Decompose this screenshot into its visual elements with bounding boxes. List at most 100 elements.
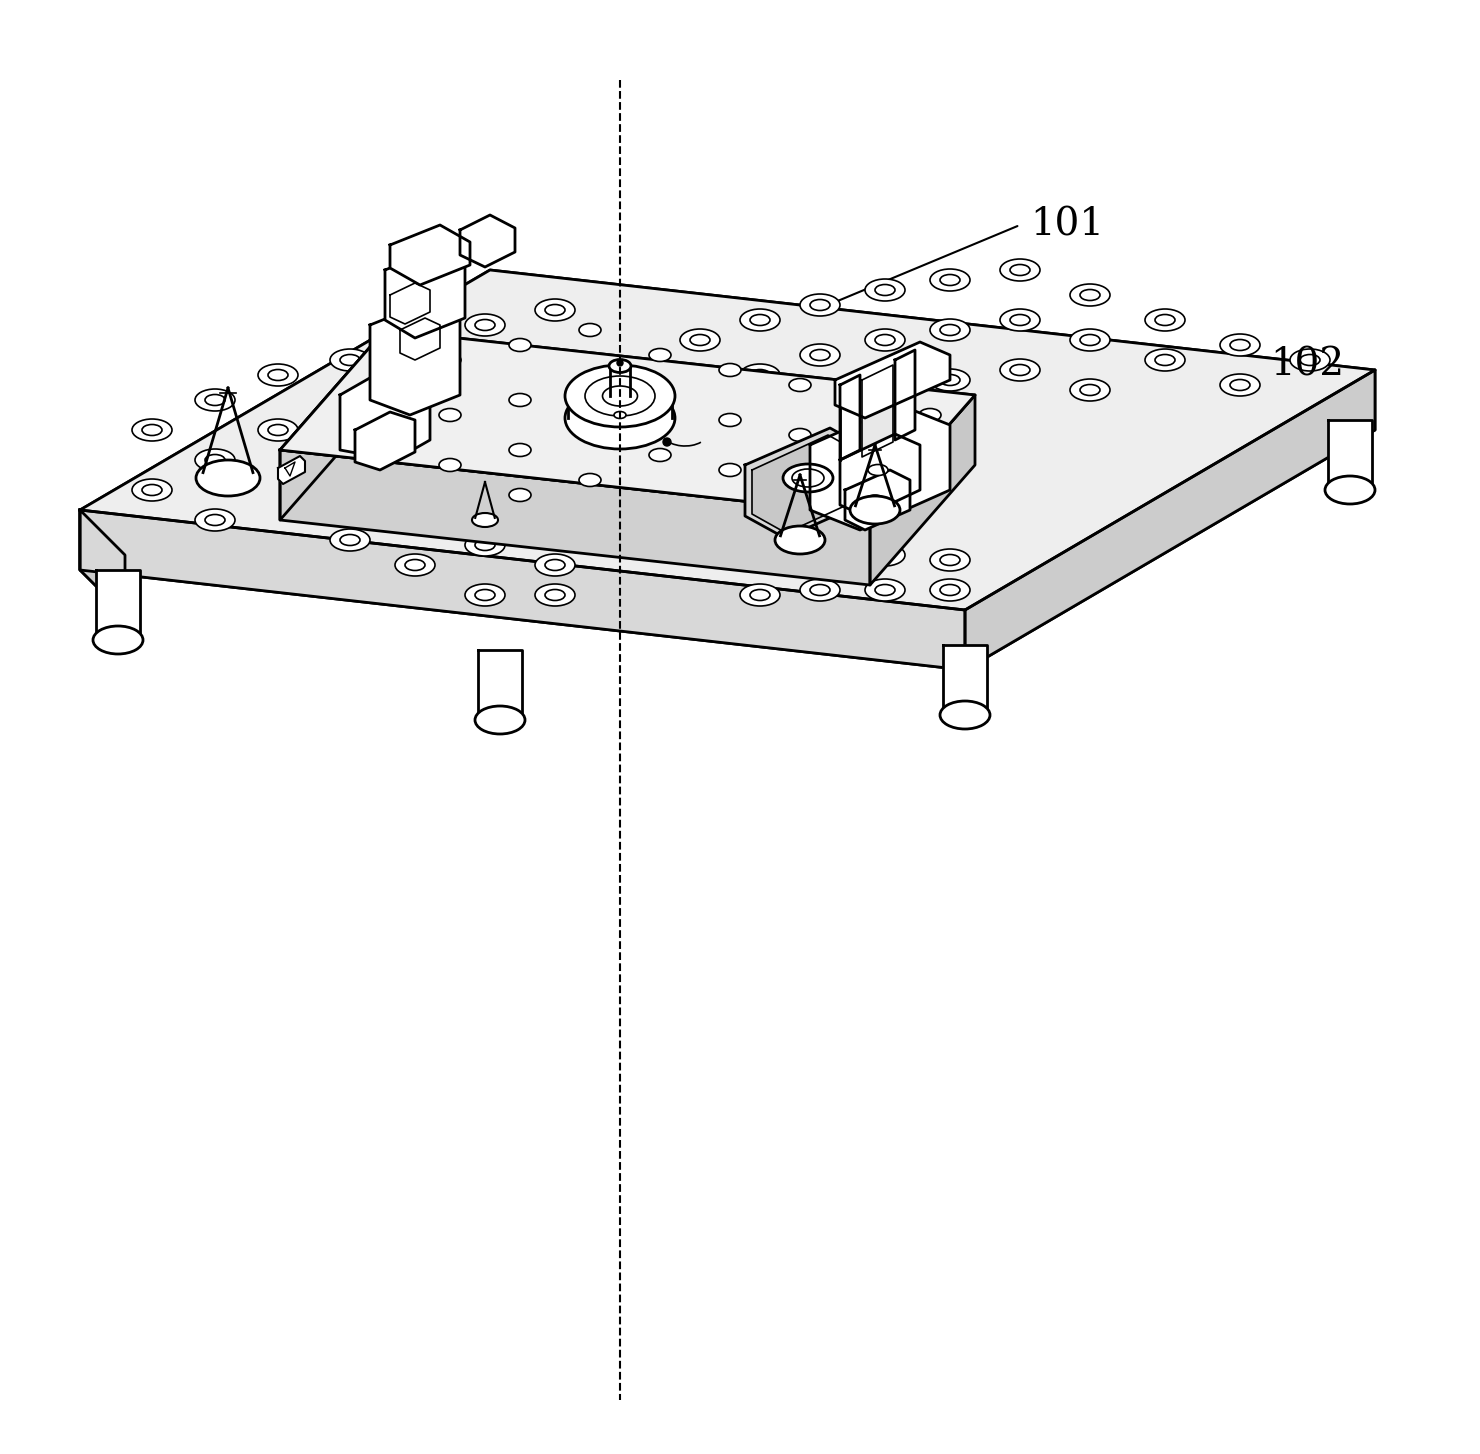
- Polygon shape: [965, 369, 1375, 670]
- Ellipse shape: [440, 353, 460, 366]
- Ellipse shape: [875, 285, 895, 295]
- Ellipse shape: [1000, 359, 1040, 381]
- Ellipse shape: [1070, 284, 1110, 305]
- Text: 101: 101: [1030, 206, 1104, 243]
- Ellipse shape: [929, 269, 969, 291]
- Ellipse shape: [142, 425, 161, 436]
- Polygon shape: [460, 215, 515, 268]
- Ellipse shape: [1220, 334, 1259, 356]
- Polygon shape: [752, 435, 861, 534]
- Ellipse shape: [579, 374, 601, 387]
- Ellipse shape: [330, 529, 370, 551]
- Polygon shape: [895, 350, 915, 441]
- Ellipse shape: [929, 318, 969, 342]
- Polygon shape: [280, 449, 870, 585]
- Ellipse shape: [690, 390, 710, 400]
- Ellipse shape: [395, 439, 435, 461]
- Ellipse shape: [1009, 365, 1030, 375]
- Ellipse shape: [579, 323, 601, 336]
- Polygon shape: [280, 330, 975, 515]
- Ellipse shape: [750, 369, 770, 381]
- Ellipse shape: [750, 589, 770, 601]
- Ellipse shape: [719, 364, 741, 377]
- Ellipse shape: [867, 464, 888, 475]
- Ellipse shape: [195, 449, 235, 471]
- Polygon shape: [1328, 420, 1372, 490]
- Ellipse shape: [679, 329, 719, 350]
- Ellipse shape: [475, 539, 494, 551]
- Ellipse shape: [1230, 339, 1251, 350]
- Ellipse shape: [340, 535, 360, 545]
- Ellipse shape: [1080, 289, 1100, 301]
- Ellipse shape: [475, 369, 494, 381]
- Ellipse shape: [395, 554, 435, 576]
- Ellipse shape: [866, 494, 884, 505]
- Ellipse shape: [475, 320, 494, 330]
- Ellipse shape: [929, 419, 969, 441]
- Ellipse shape: [195, 459, 260, 496]
- Ellipse shape: [195, 509, 235, 531]
- Ellipse shape: [406, 334, 425, 346]
- Ellipse shape: [1154, 314, 1175, 326]
- Ellipse shape: [545, 304, 565, 316]
- Ellipse shape: [132, 419, 172, 441]
- Ellipse shape: [465, 534, 505, 555]
- Polygon shape: [391, 225, 471, 285]
- Ellipse shape: [719, 464, 741, 477]
- Ellipse shape: [395, 329, 435, 350]
- Ellipse shape: [509, 443, 531, 457]
- Polygon shape: [870, 395, 975, 585]
- Ellipse shape: [534, 554, 576, 576]
- Ellipse shape: [1000, 259, 1040, 281]
- Ellipse shape: [534, 353, 576, 377]
- Ellipse shape: [1230, 379, 1251, 391]
- Ellipse shape: [740, 364, 780, 385]
- Ellipse shape: [929, 579, 969, 601]
- Ellipse shape: [850, 496, 900, 523]
- Polygon shape: [810, 406, 950, 531]
- Ellipse shape: [783, 464, 833, 491]
- Ellipse shape: [789, 378, 811, 391]
- Ellipse shape: [801, 398, 841, 422]
- Polygon shape: [845, 470, 910, 531]
- Polygon shape: [280, 330, 385, 521]
- Ellipse shape: [465, 585, 505, 606]
- Ellipse shape: [919, 409, 941, 422]
- Ellipse shape: [801, 345, 841, 366]
- Ellipse shape: [545, 359, 565, 371]
- Polygon shape: [80, 270, 1375, 611]
- Ellipse shape: [509, 339, 531, 352]
- Ellipse shape: [1146, 310, 1185, 332]
- Ellipse shape: [810, 349, 830, 361]
- Polygon shape: [80, 510, 965, 670]
- Ellipse shape: [509, 394, 531, 407]
- Ellipse shape: [864, 579, 904, 601]
- Ellipse shape: [929, 369, 969, 391]
- Ellipse shape: [565, 387, 675, 449]
- Polygon shape: [96, 570, 141, 640]
- Ellipse shape: [608, 359, 630, 372]
- Ellipse shape: [142, 484, 161, 496]
- Ellipse shape: [602, 385, 638, 406]
- Ellipse shape: [679, 384, 719, 406]
- Ellipse shape: [206, 455, 225, 465]
- Ellipse shape: [440, 458, 460, 471]
- Ellipse shape: [475, 707, 525, 734]
- Ellipse shape: [340, 414, 360, 426]
- Ellipse shape: [810, 554, 830, 566]
- Text: 102: 102: [1270, 346, 1344, 384]
- Ellipse shape: [750, 539, 770, 551]
- Ellipse shape: [940, 701, 990, 728]
- Ellipse shape: [509, 489, 531, 502]
- Ellipse shape: [465, 314, 505, 336]
- Ellipse shape: [1009, 314, 1030, 326]
- Ellipse shape: [1154, 355, 1175, 365]
- Ellipse shape: [810, 404, 830, 416]
- Ellipse shape: [750, 314, 770, 326]
- Ellipse shape: [268, 369, 289, 381]
- Ellipse shape: [940, 275, 961, 285]
- Ellipse shape: [650, 349, 670, 362]
- Polygon shape: [478, 650, 522, 720]
- Ellipse shape: [719, 413, 741, 426]
- Ellipse shape: [330, 470, 370, 491]
